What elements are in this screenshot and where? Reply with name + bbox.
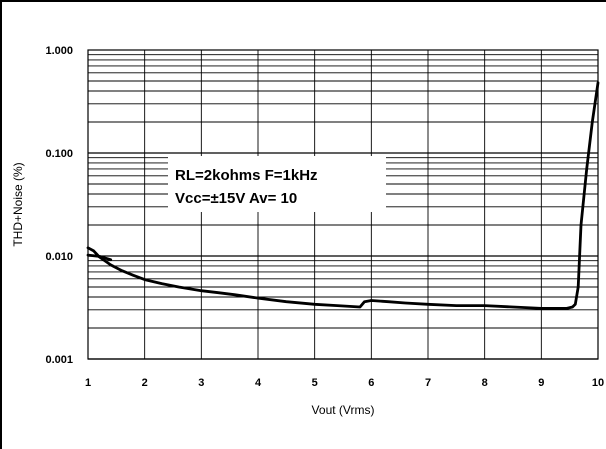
series-line-1 — [86, 81, 600, 310]
series-group — [86, 81, 600, 310]
annotation-line-1: RL=2kohms F=1kHz — [175, 167, 318, 184]
annotation-box: RL=2kohms F=1kHz Vcc=±15V Av= 10 — [168, 156, 386, 212]
x-tick-label: 6 — [368, 377, 374, 389]
x-tick-label: 4 — [255, 377, 262, 389]
y-axis-label: THD+Noise (%) — [11, 162, 25, 246]
x-axis-label: Vout (Vrms) — [312, 403, 375, 417]
x-tick-label: 9 — [538, 377, 544, 389]
series-line-2 — [86, 253, 113, 262]
x-tick-label: 3 — [198, 377, 204, 389]
y-tick-label: 0.010 — [45, 251, 73, 263]
annotation-line-2: Vcc=±15V Av= 10 — [175, 190, 297, 207]
y-tick-label: 1.000 — [45, 45, 73, 57]
x-tick-label: 8 — [482, 377, 488, 389]
x-tick-label: 10 — [592, 377, 604, 389]
x-tick-label: 5 — [312, 377, 318, 389]
plot-border — [87, 49, 599, 360]
y-tick-labels: 0.001 0.010 0.100 1.000 — [45, 45, 73, 366]
x-tick-label: 7 — [425, 377, 431, 389]
x-tick-label: 2 — [142, 377, 148, 389]
x-tick-label: 1 — [85, 377, 91, 389]
annotation-background — [168, 156, 386, 212]
x-tick-labels: 1 2 3 4 5 6 7 8 9 10 — [85, 377, 604, 389]
y-tick-label: 0.100 — [45, 148, 73, 160]
y-tick-label: 0.001 — [45, 354, 73, 366]
